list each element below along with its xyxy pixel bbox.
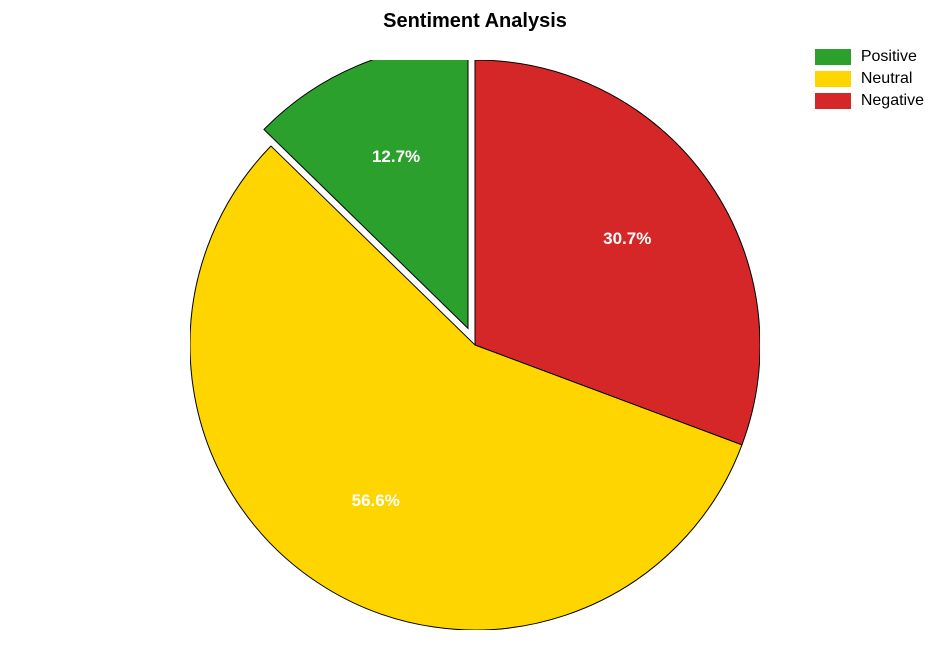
legend-item-positive: Positive — [815, 48, 924, 66]
chart-title: Sentiment Analysis — [383, 10, 567, 33]
legend-swatch-positive — [815, 49, 851, 65]
legend-label-negative: Negative — [861, 92, 924, 110]
pie-chart: 30.7% 56.6% 12.7% — [190, 60, 760, 630]
legend-item-negative: Negative — [815, 92, 924, 110]
legend-label-positive: Positive — [861, 48, 917, 66]
legend: Positive Neutral Negative — [815, 48, 924, 114]
slice-label-positive: 12.7% — [372, 147, 420, 166]
slice-label-negative: 30.7% — [603, 229, 651, 248]
legend-label-neutral: Neutral — [861, 70, 913, 88]
legend-item-neutral: Neutral — [815, 70, 924, 88]
legend-swatch-neutral — [815, 71, 851, 87]
legend-swatch-negative — [815, 93, 851, 109]
slice-label-neutral: 56.6% — [352, 491, 400, 510]
